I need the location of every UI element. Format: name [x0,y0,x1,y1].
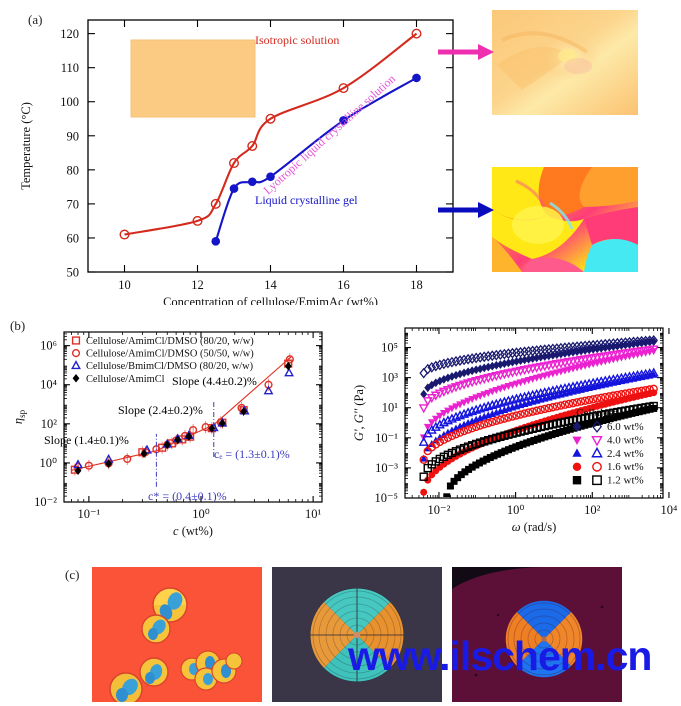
svg-text:10⁻¹: 10⁻¹ [77,507,100,521]
pom-single-spherulite-dark-field [452,567,622,702]
svg-text:100: 100 [60,95,79,109]
svg-text:10⁻⁵: 10⁻⁵ [375,491,398,505]
panel-a-label: (a) [28,12,43,27]
svg-text:10⁵: 10⁵ [381,341,398,355]
svg-text:110: 110 [61,61,79,75]
panel-a-phase-diagram-svg: 50 60 70 80 90 100 110 120 10 12 14 16 18 Concentrati… [19,19,454,305]
pom-single-spherulite-maltese-cross [272,567,442,702]
svg-text:80: 80 [67,163,80,177]
svg-text:Cellulose/AmimCl/DMSO (50/50,: Cellulose/AmimCl/DMSO (50/50, w/w) [86,349,254,360]
svg-text:Concentration of cellulose/Emi: Concentration of cellulose/EmimAc (wt%) [163,295,378,305]
site-watermark: www.ilschem.cn [348,633,652,679]
panel-c-label: (c) [65,567,80,582]
svg-text:10⁰: 10⁰ [39,456,57,470]
svg-text:16: 16 [337,278,350,292]
svg-text:10²: 10² [584,503,601,517]
panel-c: (c) [0,555,681,706]
svg-text:10¹: 10¹ [382,401,399,415]
panel-b: (b) 10⁻² 10⁰ 10² 10⁴ 10⁶ 10⁻¹ 10⁰ 10¹ c (wt%) ηsp… [0,310,681,555]
svg-text:10⁻²: 10⁻² [34,495,57,509]
svg-text:1.6 wt%: 1.6 wt% [607,461,644,473]
svg-text:ηsp: ηsp [11,409,27,424]
svg-text:ω (rad/s): ω (rad/s) [512,520,557,534]
svg-text:12: 12 [191,278,204,292]
arrow-to-gel-micrograph [438,202,494,218]
svg-text:Cellulose/AmimCl/DMSO (80/20,: Cellulose/AmimCl/DMSO (80/20, w/w) [86,336,254,347]
pom-spherulites-orange-field [92,567,262,702]
svg-text:cₑ = (1.3±0.1)%: cₑ = (1.3±0.1)% [214,447,290,461]
svg-text:10: 10 [118,278,131,292]
arrow-to-isotropic-micrograph [438,44,494,60]
svg-text:Cellulose/BmimCl/DMSO (80/20,: Cellulose/BmimCl/DMSO (80/20, w/w) [86,361,253,372]
svg-text:50: 50 [67,266,80,280]
panel-b-label: (b) [10,318,26,333]
svg-text:6.0 wt%: 6.0 wt% [607,421,644,433]
svg-text:10⁻²: 10⁻² [428,503,451,517]
svg-text:G', G'' (Pa): G', G'' (Pa) [352,385,366,441]
svg-text:120: 120 [60,27,79,41]
svg-text:2.4 wt%: 2.4 wt% [607,448,644,460]
panel-a: (a) 50 60 70 80 90 100 110 120 10 12 14 16 18 Concent… [0,0,681,305]
svg-text:Temperature (°C): Temperature (°C) [19,102,33,190]
svg-text:Isotropic solution: Isotropic solution [255,33,339,47]
svg-text:14: 14 [264,278,277,292]
svg-text:10¹: 10¹ [305,507,322,521]
svg-text:1.2 wt%: 1.2 wt% [607,475,644,487]
svg-text:10³: 10³ [382,371,399,385]
svg-text:90: 90 [67,129,80,143]
svg-text:10⁻³: 10⁻³ [375,461,398,475]
svg-text:18: 18 [410,278,423,292]
svg-text:Cellulose/AmimCl: Cellulose/AmimCl [86,374,165,385]
svg-text:Slope (1.4±0.1)%: Slope (1.4±0.1)% [44,433,129,447]
svg-text:4.0 wt%: 4.0 wt% [607,434,644,446]
svg-text:Liquid crystalline gel: Liquid crystalline gel [255,193,358,207]
svg-text:60: 60 [67,231,80,245]
svg-text:Cellulose: Cellulose [576,407,618,419]
svg-text:10⁶: 10⁶ [40,339,57,353]
svg-text:c* = (0.4±0.1)%: c* = (0.4±0.1)% [148,489,227,503]
svg-text:10⁻¹: 10⁻¹ [375,431,398,445]
svg-text:70: 70 [67,197,80,211]
isotropic-solution-micrograph [492,10,638,115]
svg-text:10⁴: 10⁴ [40,378,57,392]
svg-text:Slope (2.4±0.2)%: Slope (2.4±0.2)% [118,403,203,417]
svg-text:10⁰: 10⁰ [507,503,525,517]
panel-b-right-chart-svg: 10⁻⁵ 10⁻³ 10⁻¹ 10¹ 10³ 10⁵ 10⁻² 10⁰ 10² 10⁴ ω (rad… [352,327,678,534]
svg-text:10⁴: 10⁴ [661,503,678,517]
svg-text:Slope (4.4±0.2)%: Slope (4.4±0.2)% [172,374,257,388]
svg-text:Lyotropic liquid crystalline s: Lyotropic liquid crystalline solution [261,72,398,198]
panel-b-left-chart-svg: 10⁻² 10⁰ 10² 10⁴ 10⁶ 10⁻¹ 10⁰ 10¹ c (wt%) ηsp Slop… [11,331,323,538]
svg-text:10²: 10² [41,417,58,431]
svg-text:10⁰: 10⁰ [192,507,210,521]
liquid-crystalline-gel-micrograph [492,167,638,272]
svg-text:c (wt%): c (wt%) [173,524,213,538]
